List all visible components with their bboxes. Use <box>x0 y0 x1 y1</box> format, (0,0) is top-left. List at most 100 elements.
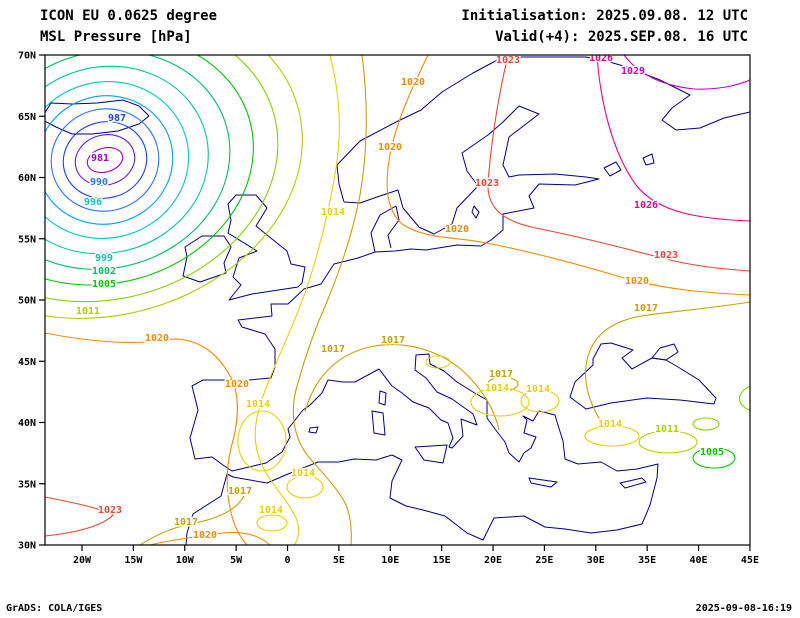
contour-label-1026: 1026 <box>634 200 658 211</box>
contour-label-1014: 1014 <box>526 384 550 395</box>
contour-label-1014: 1014 <box>259 505 283 516</box>
isobar-999 <box>45 65 209 255</box>
contour-label-1029: 1029 <box>621 66 645 77</box>
isobar-1014-morocco <box>256 514 288 532</box>
contour-label-1023: 1023 <box>496 55 520 66</box>
contour-label-1017: 1017 <box>634 303 658 314</box>
lake-ladoga <box>603 161 622 177</box>
contour-label-1014: 1014 <box>485 383 509 394</box>
isobar-1020-north <box>386 55 750 296</box>
contour-label-1020: 1020 <box>401 77 425 88</box>
axis-layer: 70N 65N 60N 55N 50N 45N 40N 35N 30N 20W 15W 10W 5W 0 5… <box>18 51 759 567</box>
lat-tick-label: 45N <box>18 357 36 368</box>
isobar-1023-southwest <box>45 496 114 537</box>
contour-label-1020: 1020 <box>145 333 169 344</box>
contour-label-1014: 1014 <box>598 419 622 430</box>
coastline-corsica <box>378 390 387 406</box>
coastline-layer <box>45 56 750 545</box>
contour-label-1005: 1005 <box>700 447 724 458</box>
lon-tick-label: 0 <box>285 555 291 566</box>
lat-tick-label: 70N <box>18 51 36 62</box>
isobar-1017-east <box>585 301 750 421</box>
contour-label-1020: 1020 <box>445 224 469 235</box>
contour-label-1014: 1014 <box>291 468 315 479</box>
lon-tick-label: 10E <box>381 555 399 566</box>
isobar-1017-central <box>304 344 500 431</box>
coastline-ireland <box>182 235 232 283</box>
isobar-1014-anatolia <box>584 425 640 447</box>
lon-tick-label: 5W <box>230 555 243 566</box>
contour-label-1020: 1020 <box>378 142 402 153</box>
isobar-layer <box>45 55 750 545</box>
contour-label-1011: 1011 <box>76 306 100 317</box>
contour-label-1020: 1020 <box>225 379 249 390</box>
lat-tick-label: 65N <box>18 112 36 123</box>
contour-label-999: 999 <box>95 253 113 264</box>
isobar-1017-southwest <box>139 495 245 545</box>
isobar-1020-south <box>149 531 271 545</box>
coastline-mallorca <box>308 426 319 434</box>
coastline-denmark <box>370 205 400 253</box>
isobar-1014-italy <box>470 387 530 417</box>
coastline-iceland <box>45 99 150 135</box>
lon-tick-label: 25E <box>535 555 553 566</box>
isobar-1008-east-edge <box>738 385 750 411</box>
lake-onega <box>642 153 655 166</box>
lon-tick-label: 40E <box>690 555 708 566</box>
lat-tick-label: 40N <box>18 418 36 429</box>
coastline-crete <box>528 477 558 488</box>
isobar-1026-northeast <box>596 55 750 222</box>
isobar-1005-cyprus <box>692 447 736 469</box>
contour-label-990: 990 <box>90 177 108 188</box>
lon-tick-label: 15W <box>124 555 143 566</box>
isobar-1014-alps <box>425 355 451 369</box>
isobar-1020-west <box>45 332 248 545</box>
map-inner-area: 981 987 990 996 999 1002 1005 1011 1014 1017 1017 1… <box>45 53 750 545</box>
contour-label-1014: 1014 <box>246 399 270 410</box>
contour-label-layer: 981 987 990 996 999 1002 1005 1011 1014 1017 1017 1… <box>74 53 725 543</box>
contour-label-1017: 1017 <box>381 335 405 346</box>
contour-label-1014: 1014 <box>321 207 345 218</box>
contour-label-1017: 1017 <box>489 369 513 380</box>
title-initialisation: Initialisation: 2025.09.08. 12 UTC <box>461 8 748 24</box>
lon-tick-label: 5E <box>333 555 345 566</box>
contour-label-1011: 1011 <box>655 424 679 435</box>
contour-label-1026: 1026 <box>589 53 613 64</box>
isobar-1014-south-spain <box>286 475 324 499</box>
isobar-1029-northeast <box>623 55 750 90</box>
title-field: MSL Pressure [hPa] <box>40 29 192 45</box>
contour-label-981: 981 <box>91 153 109 164</box>
coastline-great-britain <box>227 194 306 301</box>
coastline-gotland <box>471 205 480 219</box>
contour-label-1023: 1023 <box>475 178 499 189</box>
coastline-baltic <box>343 105 600 253</box>
contour-label-1017: 1017 <box>321 344 345 355</box>
isobar-996 <box>45 81 190 239</box>
coastline-sardinia <box>371 410 386 436</box>
map-frame <box>44 54 751 546</box>
isobar-1014-balkans <box>520 389 560 413</box>
isobar-990 <box>50 108 160 212</box>
coastline-mainland-mediterranean <box>185 251 659 545</box>
contour-label-1023: 1023 <box>654 250 678 261</box>
isobar-1008 <box>45 55 279 303</box>
creation-timestamp: 2025-09-08-16:19 <box>695 603 792 614</box>
isobar-1011-anatolia <box>638 430 698 454</box>
lon-tick-label: 45E <box>741 555 759 566</box>
coastline-sicily <box>414 444 448 464</box>
lon-tick-label: 30E <box>587 555 605 566</box>
contour-label-1017: 1017 <box>228 486 252 497</box>
lat-tick-label: 50N <box>18 296 36 307</box>
coastline-cyprus <box>619 477 647 489</box>
isobar-1014-spain <box>237 410 287 472</box>
contour-label-1020: 1020 <box>625 276 649 287</box>
contour-label-996: 996 <box>84 197 102 208</box>
lon-tick-label: 15E <box>433 555 451 566</box>
grads-credit: GrADS: COLA/IGES <box>6 603 103 614</box>
isobar-1017-italy <box>487 376 519 392</box>
lon-tick-label: 20E <box>484 555 502 566</box>
lat-tick-label: 35N <box>18 479 36 490</box>
contour-label-1020: 1020 <box>193 530 217 541</box>
